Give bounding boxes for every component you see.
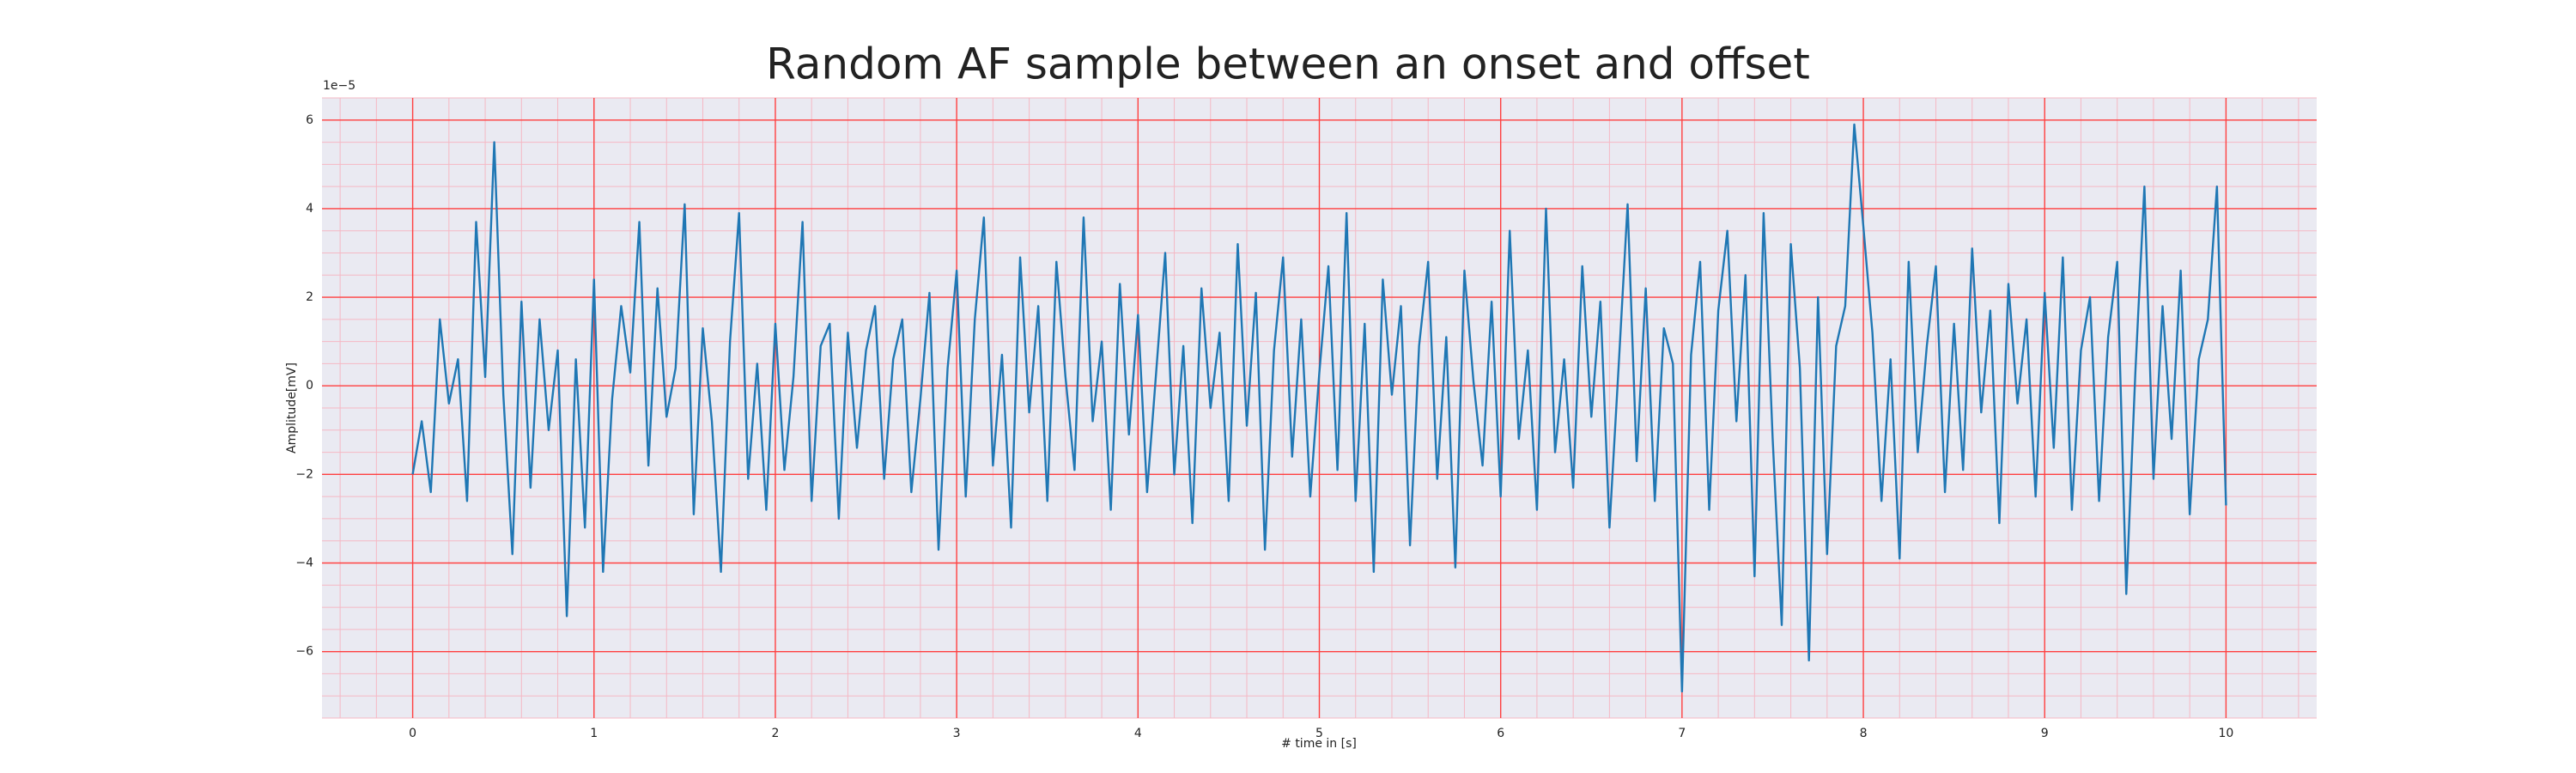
y-offset-label: 1e−5 [323, 79, 355, 93]
x-tick-label: 8 [1860, 727, 1868, 740]
y-tick-label: 2 [306, 290, 313, 304]
x-tick-label: 4 [1134, 727, 1142, 740]
x-tick-label: 10 [2218, 727, 2233, 740]
y-tick-label: 0 [306, 379, 313, 393]
x-tick-label: 6 [1497, 727, 1504, 740]
x-tick-label: 5 [1315, 727, 1323, 740]
y-tick-label: 6 [306, 113, 313, 127]
x-tick-label: 3 [953, 727, 961, 740]
x-axis-label: # time in [s] [1281, 737, 1357, 751]
y-tick-label: −6 [295, 645, 313, 659]
x-tick-label: 1 [590, 727, 598, 740]
data-line [411, 123, 2227, 693]
y-tick-label: 4 [306, 202, 313, 216]
x-tick-label: 7 [1678, 727, 1686, 740]
plot-area [322, 97, 2317, 719]
chart-title: Random AF sample between an onset and of… [766, 40, 1810, 89]
y-axis-label: Amplitude[mV] [285, 362, 299, 453]
x-tick-label: 9 [2041, 727, 2049, 740]
x-tick-label: 2 [771, 727, 779, 740]
y-tick-label: −4 [295, 557, 313, 570]
x-tick-label: 0 [409, 727, 416, 740]
y-tick-label: −2 [295, 467, 313, 481]
